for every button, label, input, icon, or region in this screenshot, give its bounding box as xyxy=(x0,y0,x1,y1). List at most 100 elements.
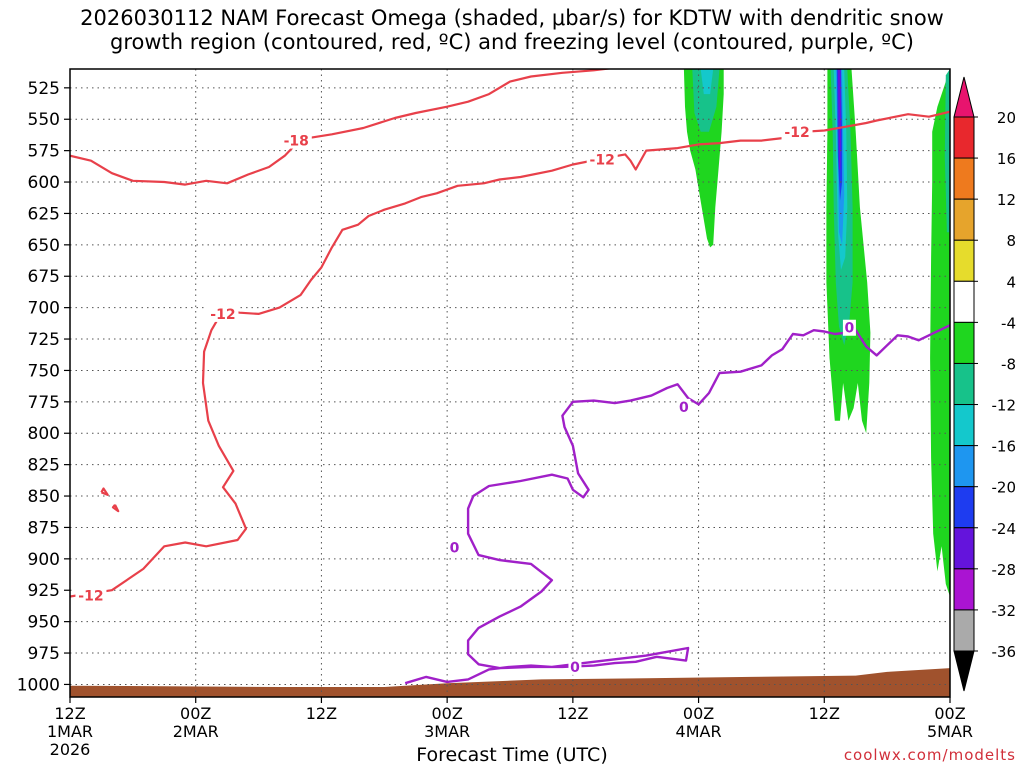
x-tick-label-7-1: 5MAR xyxy=(927,722,973,741)
omega-shading-layer xyxy=(683,69,950,597)
y-axis: 525 550 575 600 625 650 675 700 725 750 775 800 825 8… xyxy=(17,79,70,695)
y-tick-label-725: 725 xyxy=(28,330,60,350)
y-tick-label-975: 975 xyxy=(28,644,60,664)
y-tick-label-900: 900 xyxy=(28,550,60,570)
freezing-label-3: 0 xyxy=(845,321,855,337)
colorbar-label-1: 16 xyxy=(997,150,1016,168)
omega-region-13 xyxy=(944,69,950,233)
dgz-label-4-bg xyxy=(781,123,813,140)
colorbar-label-6: -8 xyxy=(1001,355,1016,373)
y-tick-label-750: 750 xyxy=(28,361,60,381)
freezing-label-0: 0 xyxy=(450,541,460,557)
colorbar-label-0: 20 xyxy=(997,109,1016,127)
dgz-label-1-bg xyxy=(75,587,107,604)
freezing-label-0-bg xyxy=(447,539,461,556)
x-tick-label-3-0: 00Z xyxy=(431,704,462,723)
colorbar-bin--4-4 xyxy=(953,280,975,323)
grid-layer xyxy=(69,69,951,697)
x-tick-label-7-0: 00Z xyxy=(934,704,965,723)
colorbar-bin--36--32 xyxy=(953,609,975,652)
dgz-contour--18-0 xyxy=(70,69,614,186)
colorbar: 20 16 12 8 4 -4 -8 -12 -16 -20 -24 -28 -32 -36 xyxy=(953,76,1017,692)
x-axis-label: Forecast Time (UTC) xyxy=(416,744,608,766)
freezing-contour-0 xyxy=(404,323,950,685)
colorbar-label-7: -12 xyxy=(992,397,1017,415)
colorbar-label-3: 8 xyxy=(1006,232,1016,250)
colorbar-bin-4-8 xyxy=(953,239,975,282)
y-tick-label-850: 850 xyxy=(28,487,60,507)
omega-region-1 xyxy=(692,69,720,132)
colorbar-label-4: 4 xyxy=(1006,273,1016,291)
dgz-contour-layer xyxy=(70,69,950,598)
x-tick-label-3-1: 3MAR xyxy=(424,722,470,741)
dgz-label-2-bg xyxy=(207,305,239,322)
dgz-contour--12-1 xyxy=(70,110,950,598)
x-tick-label-6-0: 12Z xyxy=(809,704,840,723)
x-tick-label-1-1: 2MAR xyxy=(173,722,219,741)
y-tick-label-925: 925 xyxy=(28,581,60,601)
y-tick-label-575: 575 xyxy=(28,142,60,162)
colorbar-bin--20--16 xyxy=(953,445,975,488)
freezing-label-2-bg xyxy=(677,398,691,415)
colorbar-bin--12--8 xyxy=(953,362,975,406)
dgz-contour--12-3 xyxy=(111,504,120,513)
y-tick-label-650: 650 xyxy=(28,236,60,256)
freezing-contour-layer xyxy=(404,323,950,685)
chart-title: 2026030112 NAM Forecast Omega (shaded, μ… xyxy=(80,6,944,54)
dgz-label-0-bg xyxy=(280,132,312,149)
omega-region-5 xyxy=(784,69,789,113)
y-tick-label-625: 625 xyxy=(28,204,60,224)
y-tick-label-550: 550 xyxy=(28,110,60,130)
dgz-label-1: -12 xyxy=(78,588,103,604)
colorbar-label-5: -4 xyxy=(1001,314,1016,332)
colorbar-bin--24--20 xyxy=(953,486,975,529)
y-tick-label-675: 675 xyxy=(28,267,60,287)
y-tick-label-875: 875 xyxy=(28,518,60,538)
y-tick-label-1000: 1000 xyxy=(17,675,60,695)
dgz-label-3-bg xyxy=(586,151,618,168)
x-tick-label-0-1: 1MAR xyxy=(47,722,93,741)
colorbar-bin-16-20 xyxy=(953,116,975,159)
omega-region-11 xyxy=(837,69,841,170)
contour-label-layer: -18 -12 -12 -12 -12 0 0 0 0 xyxy=(75,123,856,676)
x-tick-label-1-0: 00Z xyxy=(180,704,211,723)
colorbar-label-8: -16 xyxy=(992,438,1017,456)
y-tick-label-775: 775 xyxy=(28,393,60,413)
colorbar-top-arrow xyxy=(953,76,975,118)
freezing-label-1-bg xyxy=(568,658,582,675)
colorbar-label-13: -36 xyxy=(992,643,1017,661)
colorbar-label-9: -20 xyxy=(992,479,1017,497)
colorbar-bin--8--4 xyxy=(953,321,975,364)
y-tick-label-525: 525 xyxy=(28,79,60,99)
y-tick-label-600: 600 xyxy=(28,173,60,193)
colorbar-bin--28--24 xyxy=(953,527,975,570)
x-tick-label-5-0: 00Z xyxy=(683,704,714,723)
colorbar-label-12: -32 xyxy=(992,602,1017,620)
colorbar-bottom-arrow xyxy=(953,650,975,692)
x-tick-label-2-0: 12Z xyxy=(306,704,337,723)
credit-text: coolwx.com/modelts xyxy=(843,746,1016,764)
y-tick-label-800: 800 xyxy=(28,424,60,444)
omega-region-3 xyxy=(686,270,693,421)
x-tick-label-0-2: 2026 xyxy=(50,740,91,759)
ground-fill xyxy=(70,668,950,697)
y-tick-label-825: 825 xyxy=(28,456,60,476)
dgz-label-3: -12 xyxy=(590,152,615,168)
omega-region-4 xyxy=(705,401,709,471)
colorbar-bin-8-12 xyxy=(953,198,975,241)
colorbar-bin--16--12 xyxy=(953,404,975,447)
y-tick-label-950: 950 xyxy=(28,613,60,633)
y-tick-label-700: 700 xyxy=(28,299,60,319)
dgz-label-2: -12 xyxy=(210,307,235,323)
freezing-label-2: 0 xyxy=(679,400,689,416)
x-tick-label-5-1: 4MAR xyxy=(676,722,722,741)
plot-frame xyxy=(69,68,951,698)
x-tick-label-0-0: 12Z xyxy=(54,704,85,723)
x-tick-label-4-0: 12Z xyxy=(557,704,588,723)
colorbar-bin--32--28 xyxy=(953,568,975,611)
colorbar-label-10: -24 xyxy=(992,520,1017,538)
dgz-contour--12-2 xyxy=(100,487,109,496)
ground-layer xyxy=(70,668,950,697)
